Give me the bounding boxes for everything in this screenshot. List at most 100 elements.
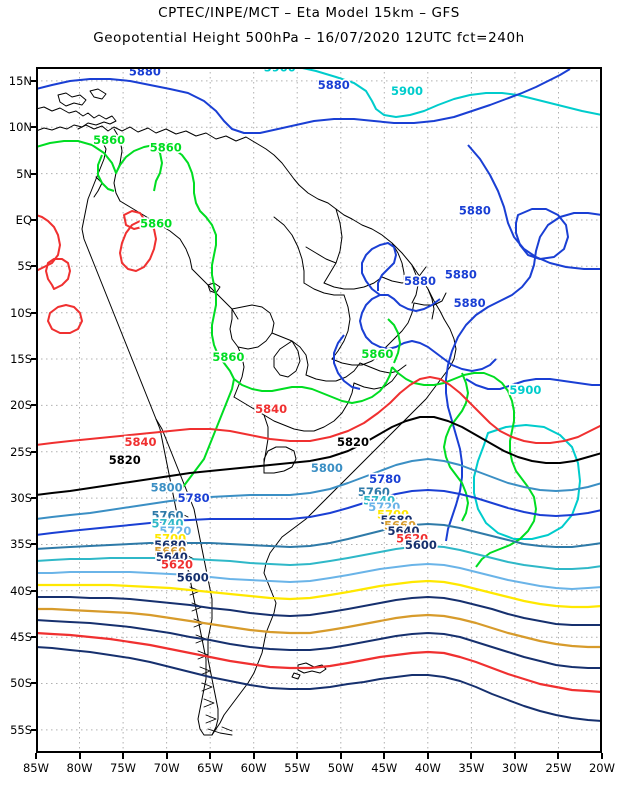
- contour-label-halo: 5820: [109, 453, 141, 467]
- y-axis-tick-mark: [31, 404, 37, 407]
- contour-map-plot: 5880 5880 5900 5900 5880 5880 5900 5900 5860 5860…: [36, 67, 602, 753]
- contour-5880: [36, 68, 602, 542]
- contour-label-halo: 5720: [368, 500, 400, 514]
- x-axis-tick-mark: [35, 753, 37, 759]
- contour-5600: [36, 646, 602, 722]
- contour-label-halo: 5660: [154, 545, 186, 559]
- contour-label: 5880: [404, 274, 436, 288]
- contour-label-halo: 5880: [318, 78, 350, 92]
- x-axis-tick-label: 65W: [197, 761, 224, 775]
- contour-label: 5680: [380, 513, 412, 527]
- y-axis-tick-label: 30S: [10, 491, 32, 506]
- y-axis-tick-mark: [31, 497, 37, 500]
- contour-label-halo: 5820: [337, 435, 369, 449]
- x-axis-tick-label: 40W: [414, 761, 441, 775]
- y-axis-tick-label: 35S: [10, 537, 32, 552]
- contour-label: 5760: [151, 508, 183, 522]
- x-axis-tick-label: 85W: [22, 761, 49, 775]
- field-title-line: Geopotential Height 500hPa – 16/07/2020 …: [93, 30, 525, 47]
- contour-label-halo: 5900: [391, 84, 423, 98]
- contour-5640: [36, 619, 602, 669]
- y-axis-tick-mark: [31, 358, 37, 360]
- y-axis-tick-label: 45S: [10, 630, 32, 645]
- y-axis-tick-mark: [31, 450, 37, 453]
- contour-label-halo: 5740: [151, 517, 183, 531]
- contour-label: 5740: [151, 517, 183, 531]
- y-axis-tick-mark: [31, 172, 37, 175]
- contour-label: 5620: [396, 532, 428, 546]
- contour-label: 5860: [140, 216, 172, 230]
- contour-label-halo: 5720: [159, 524, 191, 538]
- x-axis-tick-label: 80W: [66, 761, 93, 775]
- contour-5840: [36, 210, 602, 446]
- x-axis-tick-label: 50W: [327, 761, 354, 775]
- x-axis-tick-mark: [122, 753, 125, 759]
- y-axis-tick-label: EQ: [15, 212, 32, 227]
- contour-label-halo: 5740: [363, 494, 395, 508]
- contour-label: 5860: [212, 350, 244, 364]
- contour-label: 5860: [150, 140, 182, 154]
- contour-label: 5600: [177, 571, 209, 585]
- contour-label: 5820: [337, 435, 369, 449]
- contour-label: 5700: [377, 507, 409, 521]
- y-axis-tick-label: 55S: [10, 722, 32, 737]
- contour-label-halo: 5860: [150, 140, 182, 154]
- contour-label: 5640: [156, 550, 188, 564]
- contour-label-halo: 5760: [358, 485, 390, 499]
- contour-label: 5800: [151, 481, 183, 495]
- plot-border: [36, 67, 602, 753]
- contour-label: 5760: [358, 485, 390, 499]
- contour-label-halo: 5620: [396, 532, 428, 546]
- contour-label: 5820: [109, 453, 141, 467]
- contour-label: 5840: [255, 402, 287, 416]
- contour-label-halo: 5880: [404, 274, 436, 288]
- y-axis-tick-mark: [31, 682, 37, 685]
- contour-5900: [297, 67, 602, 540]
- x-axis-tick-mark: [252, 753, 255, 759]
- y-axis-tick-label: 5N: [16, 166, 32, 181]
- contour-label-halo: 5880: [454, 296, 486, 310]
- x-axis-tick-label: 35W: [458, 761, 485, 775]
- contour-label: 5860: [361, 347, 393, 361]
- x-axis-tick-mark: [470, 753, 473, 759]
- contour-label: 5660: [384, 519, 416, 533]
- y-axis-tick-mark: [31, 79, 37, 82]
- contour-5700: [36, 579, 602, 609]
- contour-label: 5620: [161, 558, 193, 572]
- contour-label: 5880: [318, 78, 350, 92]
- contour-label-halo: 5860: [212, 350, 244, 364]
- contour-label: 5880: [129, 67, 161, 78]
- y-axis-tick-mark: [31, 543, 37, 546]
- contour-label: 5880: [454, 296, 486, 310]
- x-axis-tick-label: 75W: [110, 761, 137, 775]
- y-axis-tick-mark: [31, 636, 37, 639]
- chart-title-block: CPTEC/INPE/MCT – Eta Model 15km – GFS Ge…: [0, 0, 618, 47]
- contour-label: 5680: [154, 538, 186, 552]
- contour-label-halo: 5700: [377, 507, 409, 521]
- contour-label-halo: 5900: [509, 383, 541, 397]
- y-axis-tick-mark: [31, 728, 37, 731]
- y-axis-tick-mark: [31, 311, 37, 314]
- contour-5860: [36, 140, 537, 568]
- contour-label-halo: 5860: [140, 216, 172, 230]
- contour-label: 5900: [264, 67, 296, 75]
- x-axis-tick-label: 55W: [284, 761, 311, 775]
- contour-label-halo: 5680: [154, 538, 186, 552]
- contour-label: 5660: [154, 545, 186, 559]
- x-axis-tick-label: 60W: [240, 761, 267, 775]
- contour-5660: [36, 607, 602, 649]
- x-axis-tick-mark: [78, 753, 81, 759]
- y-axis-tick-label: 40S: [10, 583, 32, 598]
- x-axis-tick-label: 20W: [588, 761, 615, 775]
- contour-label-halo: 5860: [361, 347, 393, 361]
- y-axis-tick-mark: [31, 218, 37, 221]
- contour-5820: [36, 416, 602, 496]
- contour-5740: [36, 545, 602, 570]
- x-axis-tick-mark: [426, 753, 429, 759]
- contour-label-halo: 5760: [151, 508, 183, 522]
- contour-label-halo: 5840: [124, 435, 156, 449]
- contour-label-halo: 5800: [151, 481, 183, 495]
- contour-label-halo: 5780: [178, 491, 210, 505]
- contour-label: 5900: [509, 383, 541, 397]
